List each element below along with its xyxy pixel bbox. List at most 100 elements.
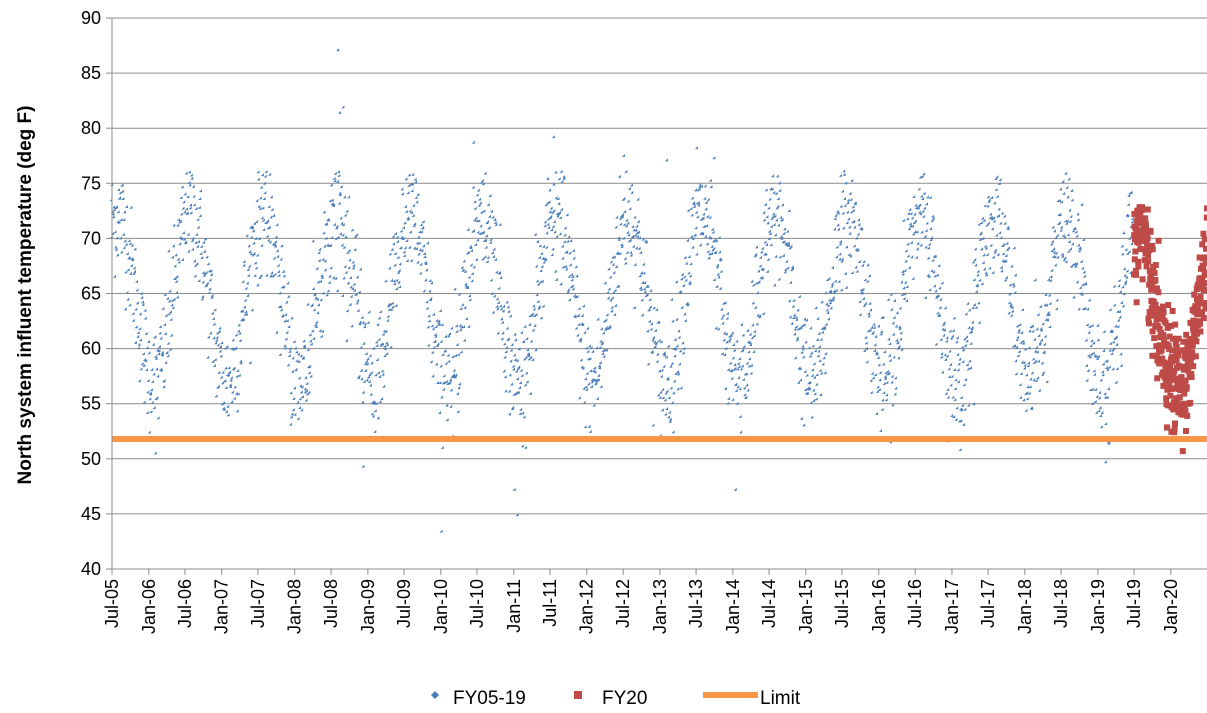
fy05-19-point <box>936 311 940 315</box>
fy05-19-point <box>961 348 965 352</box>
fy05-19-point <box>364 359 368 363</box>
fy05-19-point <box>923 234 927 238</box>
fy05-19-point <box>267 204 271 208</box>
fy05-19-point <box>774 191 778 195</box>
fy05-19-point <box>390 278 394 282</box>
fy05-19-point <box>862 259 866 263</box>
fy05-19-point <box>232 366 236 370</box>
legend-label-fy05-19: FY05-19 <box>453 688 526 709</box>
fy05-19-point <box>803 388 807 392</box>
fy05-19-point <box>561 265 565 269</box>
fy05-19-point <box>133 247 137 251</box>
fy05-19-point <box>358 267 362 271</box>
fy05-19-point <box>1022 360 1026 364</box>
fy05-19-point <box>827 317 831 321</box>
fy05-19-point <box>405 259 409 263</box>
fy05-19-point <box>266 219 270 223</box>
fy05-19-point <box>617 174 621 178</box>
fy05-19-point <box>892 355 896 359</box>
fy05-19-point <box>472 265 476 269</box>
fy05-19-point <box>1005 241 1009 245</box>
fy05-19-point <box>925 202 929 206</box>
fy05-19-point <box>523 383 527 387</box>
fy05-19-point <box>789 244 793 248</box>
fy05-19-point <box>1101 373 1105 377</box>
fy05-19-point <box>135 301 139 305</box>
fy05-19-point <box>515 358 519 362</box>
fy05-19-point <box>847 217 851 221</box>
fy05-19-point <box>236 369 240 373</box>
fy05-19-point <box>698 182 702 186</box>
fy05-19-point <box>446 353 450 357</box>
fy05-19-point <box>736 385 740 389</box>
fy05-19-point <box>905 285 909 289</box>
fy05-19-point <box>539 316 543 320</box>
fy05-19-point <box>480 178 484 182</box>
fy05-19-point <box>733 366 737 370</box>
fy05-19-point <box>726 401 730 405</box>
fy05-19-point <box>630 190 634 194</box>
fy05-19-point <box>475 219 479 223</box>
fy05-19-point <box>874 334 878 338</box>
fy05-19-point <box>1002 214 1006 218</box>
fy05-19-point <box>724 346 728 350</box>
fy20-point <box>1132 267 1139 274</box>
fy05-19-point <box>1042 350 1046 354</box>
fy05-19-point <box>923 206 927 210</box>
fy05-19-point <box>1012 284 1016 288</box>
fy05-19-point <box>526 352 530 356</box>
fy05-19-point <box>220 341 224 345</box>
fy05-19-point <box>851 208 855 212</box>
fy05-19-point <box>462 325 466 329</box>
fy05-19-point <box>1015 324 1019 328</box>
fy05-19-point <box>1129 224 1133 228</box>
fy05-19-point <box>918 203 922 207</box>
fy20-point <box>1174 404 1181 411</box>
fy05-19-point <box>893 298 897 302</box>
fy20-point <box>1173 357 1180 364</box>
fy05-19-point <box>426 343 430 347</box>
fy05-19-point <box>279 308 283 312</box>
fy05-19-point <box>528 314 532 318</box>
fy05-19-point <box>319 298 323 302</box>
fy05-19-point <box>881 362 885 366</box>
fy05-19-point <box>968 366 972 370</box>
fy05-19-point <box>338 191 342 195</box>
fy05-19-point <box>680 305 684 309</box>
fy05-19-point <box>891 403 895 407</box>
fy05-19-point <box>972 303 976 307</box>
fy05-19-point <box>939 355 943 359</box>
fy05-19-point <box>1014 372 1018 376</box>
fy05-19-point <box>1063 256 1067 260</box>
fy05-19-point <box>751 301 755 305</box>
fy05-19-point <box>488 194 492 198</box>
y-tick-label: 60 <box>81 339 101 359</box>
fy05-19-point <box>434 334 438 338</box>
fy05-19-point <box>324 236 328 240</box>
fy05-19-point <box>1119 352 1123 356</box>
fy05-19-point <box>145 410 149 414</box>
y-axis-label: North system influent temperature (deg F… <box>15 106 36 485</box>
fy05-19-point <box>1052 247 1056 251</box>
fy05-19-point <box>799 378 803 382</box>
fy05-19-point <box>1007 301 1011 305</box>
fy05-19-point <box>842 172 846 176</box>
fy20-point <box>1189 349 1196 356</box>
fy05-19-point <box>474 242 478 246</box>
fy05-19-point <box>328 274 332 278</box>
fy05-19-point <box>492 254 496 258</box>
fy05-19-point <box>714 239 718 243</box>
fy05-19-point <box>178 242 182 246</box>
fy05-19-point <box>776 197 780 201</box>
fy05-19-point <box>825 278 829 282</box>
fy05-19-point <box>764 252 768 256</box>
fy05-19-point <box>878 370 882 374</box>
fy05-19-point <box>299 390 303 394</box>
fy05-19-point <box>677 329 681 333</box>
fy05-19-point <box>420 230 424 234</box>
fy05-19-outlier <box>439 529 443 533</box>
fy05-19-point <box>509 348 513 352</box>
fy05-19-point <box>819 393 823 397</box>
fy05-19-point <box>363 322 367 326</box>
fy05-19-point <box>188 206 192 210</box>
